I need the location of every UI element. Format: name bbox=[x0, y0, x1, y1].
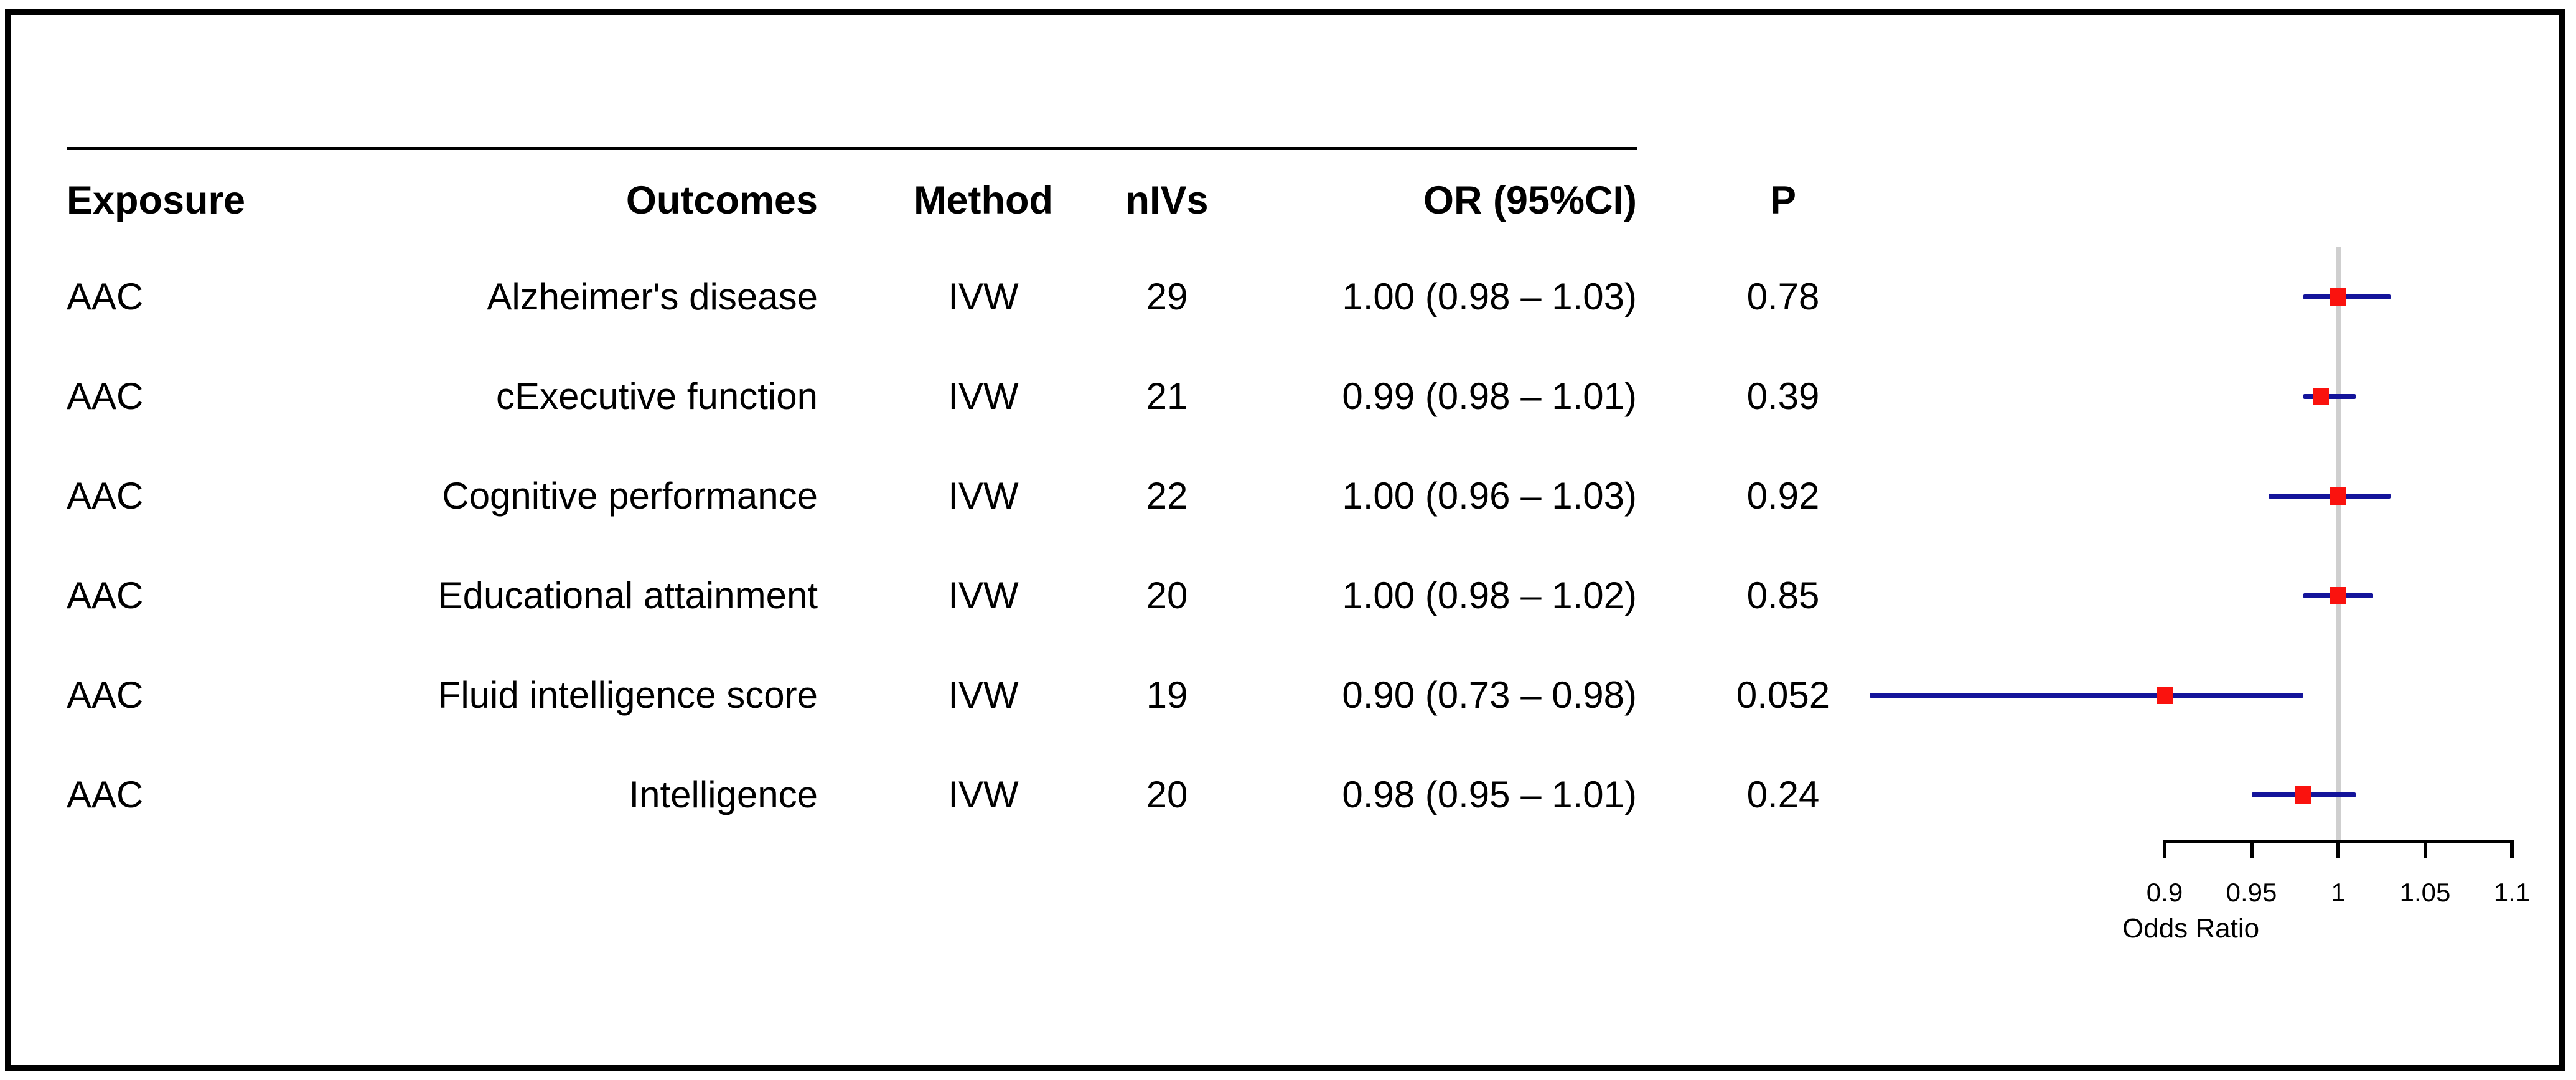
col-header-p: P bbox=[1769, 179, 1797, 222]
cell-method: IVW bbox=[948, 375, 1019, 417]
x-tick bbox=[2163, 840, 2166, 858]
figure-border bbox=[5, 9, 2565, 1071]
or-marker bbox=[2295, 786, 2312, 804]
cell-p: 0.24 bbox=[1746, 774, 1820, 815]
cell-or-ci: 0.98 (0.95 – 1.01) bbox=[1342, 774, 1637, 815]
cell-method: IVW bbox=[948, 575, 1019, 616]
cell-p: 0.39 bbox=[1746, 375, 1820, 417]
cell-or-ci: 0.99 (0.98 – 1.01) bbox=[1342, 375, 1637, 417]
x-tick bbox=[2510, 840, 2514, 858]
cell-method: IVW bbox=[948, 475, 1019, 517]
cell-nivs: 29 bbox=[1146, 276, 1188, 317]
or-marker bbox=[2313, 388, 2330, 405]
cell-exposure: AAC bbox=[67, 475, 144, 517]
x-tick bbox=[2249, 840, 2254, 858]
col-header-nivs: nIVs bbox=[1125, 179, 1209, 222]
x-tick-label: 0.9 bbox=[2146, 878, 2183, 907]
col-header-outcomes: Outcomes bbox=[625, 179, 818, 222]
cell-exposure: AAC bbox=[67, 674, 144, 716]
cell-method: IVW bbox=[948, 774, 1019, 815]
col-header-method: Method bbox=[914, 179, 1053, 222]
cell-outcome: Alzheimer's disease bbox=[487, 276, 818, 317]
cell-or-ci: 1.00 (0.98 – 1.02) bbox=[1342, 575, 1637, 616]
cell-exposure: AAC bbox=[67, 375, 144, 417]
cell-outcome: cExecutive function bbox=[496, 375, 818, 417]
col-header-exposure: Exposure bbox=[67, 179, 246, 222]
cell-p: 0.052 bbox=[1736, 674, 1830, 716]
cell-or-ci: 1.00 (0.98 – 1.03) bbox=[1342, 276, 1637, 317]
cell-or-ci: 0.90 (0.73 – 0.98) bbox=[1342, 674, 1637, 716]
ci-line bbox=[2303, 394, 2356, 399]
ci-line bbox=[2269, 494, 2391, 499]
cell-nivs: 22 bbox=[1146, 475, 1188, 517]
cell-exposure: AAC bbox=[67, 774, 144, 815]
cell-nivs: 19 bbox=[1146, 674, 1188, 716]
or-marker bbox=[2330, 288, 2346, 306]
table-header-rule bbox=[67, 147, 1637, 150]
cell-outcome: Intelligence bbox=[629, 774, 818, 815]
x-tick-label: 0.95 bbox=[2226, 878, 2277, 907]
ci-line bbox=[2303, 294, 2391, 299]
cell-method: IVW bbox=[948, 674, 1019, 716]
cell-outcome: Cognitive performance bbox=[442, 475, 818, 517]
cell-p: 0.92 bbox=[1746, 475, 1820, 517]
x-tick bbox=[2423, 840, 2427, 858]
col-header-or-ci: OR (95%CI) bbox=[1423, 179, 1637, 222]
x-axis-title: Odds Ratio bbox=[2122, 913, 2260, 944]
or-marker bbox=[2330, 587, 2346, 604]
cell-p: 0.78 bbox=[1746, 276, 1820, 317]
x-tick bbox=[2336, 840, 2340, 858]
ci-line bbox=[1869, 693, 2304, 698]
cell-exposure: AAC bbox=[67, 276, 144, 317]
cell-outcome: Educational attainment bbox=[438, 575, 818, 616]
cell-nivs: 20 bbox=[1146, 575, 1188, 616]
or-marker bbox=[2330, 487, 2346, 505]
cell-exposure: AAC bbox=[67, 575, 144, 616]
x-tick-label: 1 bbox=[2331, 878, 2346, 907]
reference-line bbox=[2336, 247, 2341, 842]
cell-nivs: 21 bbox=[1146, 375, 1188, 417]
x-tick-label: 1.05 bbox=[2399, 878, 2451, 907]
cell-p: 0.85 bbox=[1746, 575, 1820, 616]
cell-or-ci: 1.00 (0.96 – 1.03) bbox=[1342, 475, 1637, 517]
cell-nivs: 20 bbox=[1146, 774, 1188, 815]
or-marker bbox=[2157, 687, 2173, 704]
cell-method: IVW bbox=[948, 276, 1019, 317]
x-tick-label: 1.1 bbox=[2493, 878, 2531, 907]
cell-outcome: Fluid intelligence score bbox=[438, 674, 818, 716]
